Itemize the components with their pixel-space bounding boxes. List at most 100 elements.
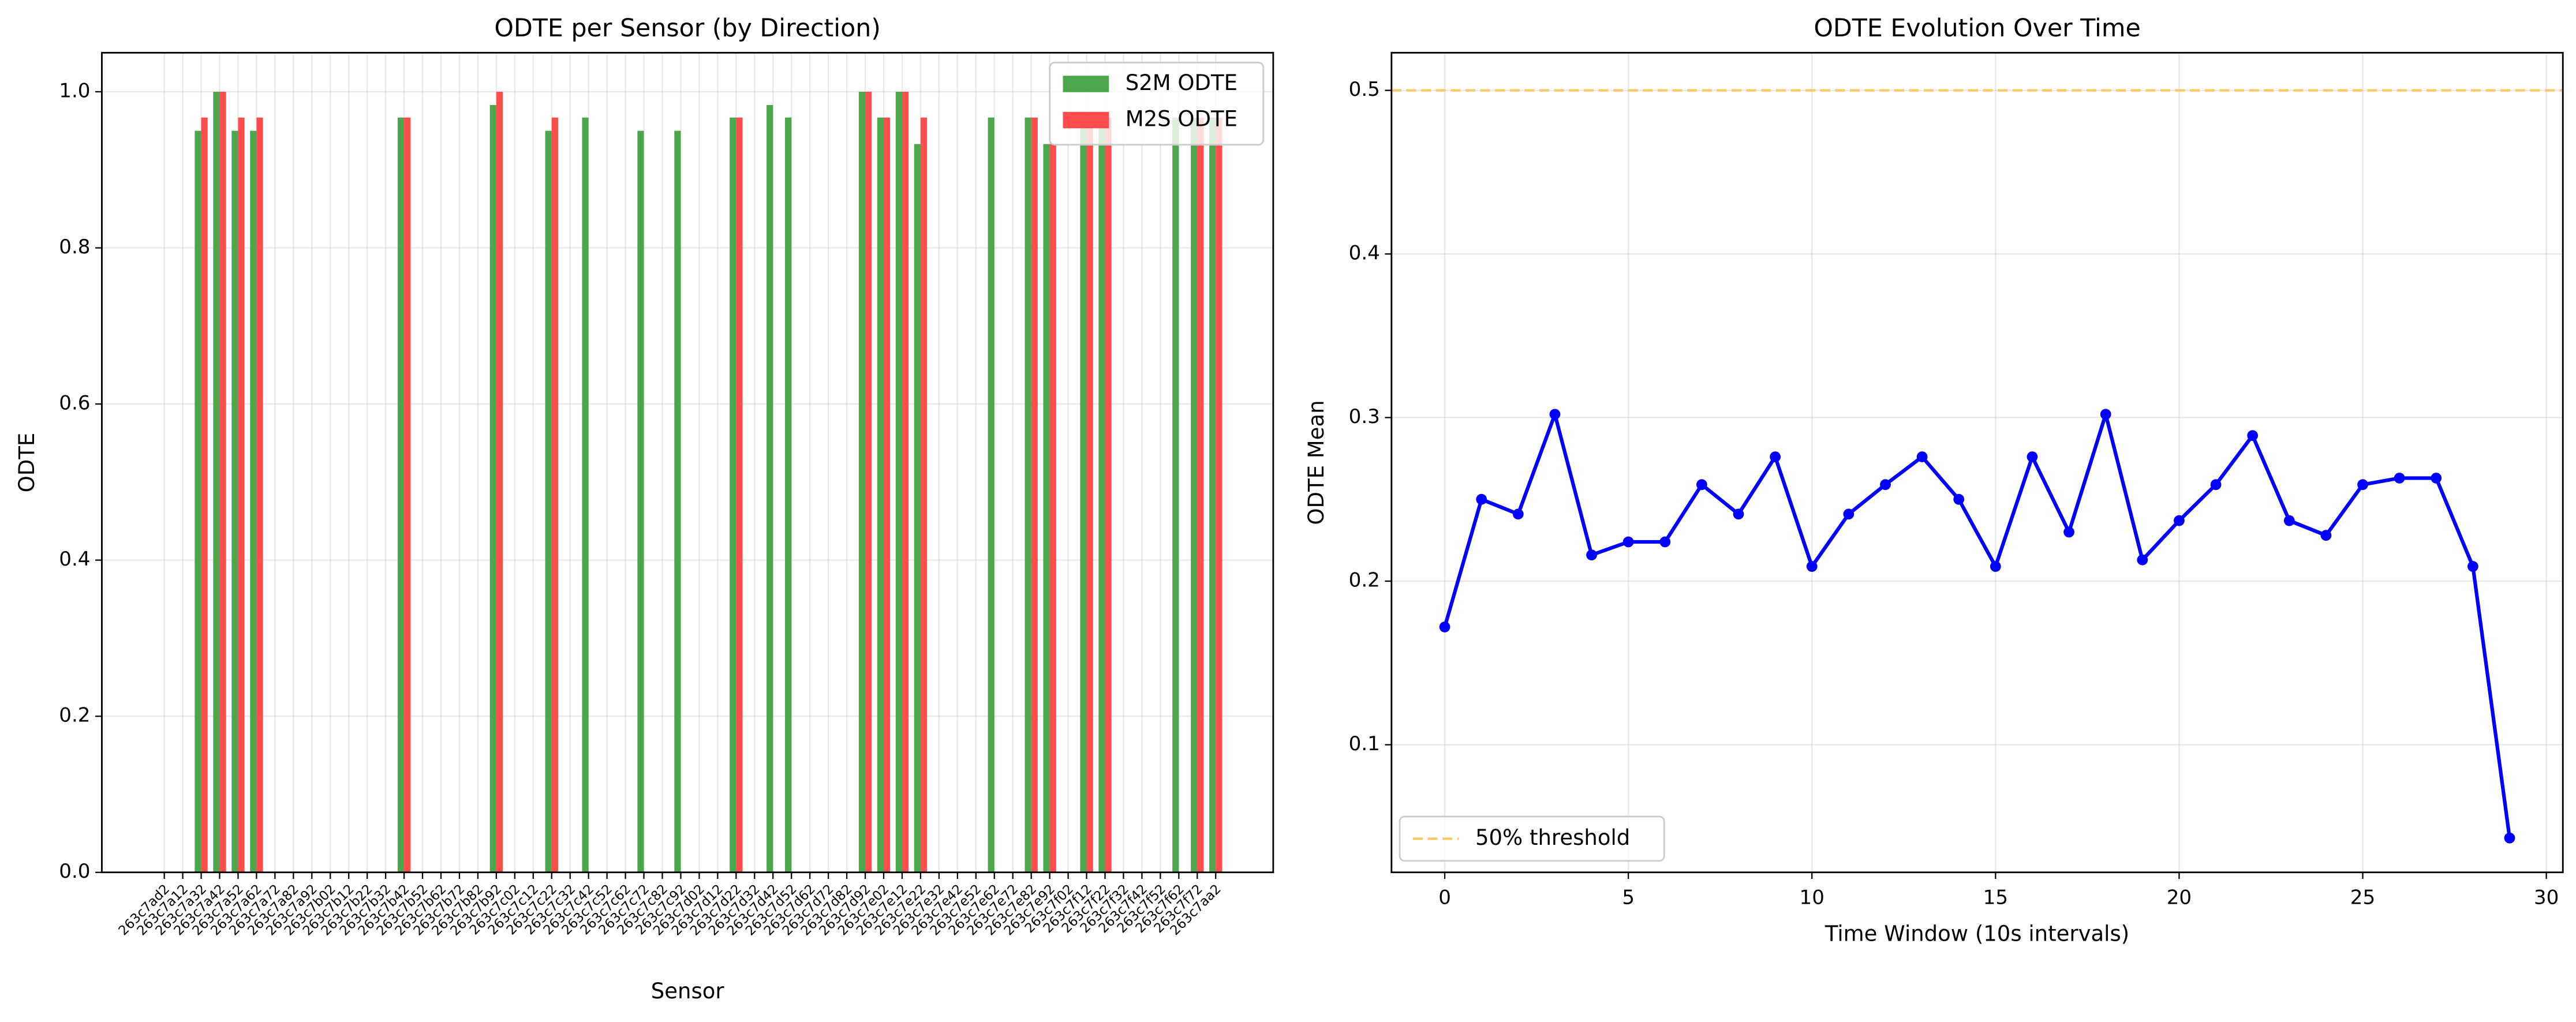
x-tick-label: 15	[1983, 886, 2008, 909]
data-point	[2394, 473, 2405, 484]
bar	[1080, 117, 1087, 873]
bar	[489, 105, 496, 873]
bar	[884, 117, 891, 873]
bar	[250, 130, 257, 873]
y-tick-label: 0.4	[1349, 242, 1380, 265]
bar	[858, 92, 866, 873]
data-point	[1843, 508, 1855, 520]
data-point	[2027, 451, 2038, 463]
legend-label: S2M ODTE	[1126, 70, 1237, 95]
legend-swatch	[1063, 76, 1109, 92]
bar	[397, 117, 405, 873]
bar	[404, 117, 411, 873]
data-point	[1622, 536, 1634, 548]
data-point	[1770, 451, 1781, 463]
bar	[545, 130, 552, 873]
legend-label: 50% threshold	[1475, 825, 1630, 850]
legend-label: M2S ODTE	[1126, 107, 1237, 132]
y-tick-label: 0.4	[59, 548, 90, 571]
y-tick-label: 1.0	[59, 80, 90, 103]
y-tick-label: 0.0	[59, 860, 90, 883]
x-tick-label: 20	[2167, 886, 2192, 909]
bar	[637, 130, 644, 873]
bar	[256, 117, 263, 873]
bar	[674, 130, 681, 873]
data-point	[1439, 622, 1450, 632]
chart-title: ODTE Evolution Over Time	[1814, 14, 2140, 43]
data-point	[2431, 473, 2442, 484]
data-point	[2504, 832, 2515, 844]
chart-title: ODTE per Sensor (by Direction)	[494, 14, 881, 43]
legend-box	[1399, 815, 1665, 862]
y-tick-label: 0.2	[1349, 569, 1380, 592]
bar	[736, 117, 743, 873]
bar	[1049, 144, 1056, 873]
bar	[767, 105, 773, 873]
data-point	[2210, 479, 2222, 491]
data-point	[1990, 561, 2001, 572]
x-axis-label: Sensor	[651, 979, 725, 1004]
axes-frame	[101, 51, 1274, 874]
bar	[914, 144, 921, 873]
bar	[877, 117, 884, 873]
data-point	[2283, 515, 2295, 526]
bar	[785, 117, 792, 873]
legend-swatch	[1063, 111, 1109, 129]
data-point	[1880, 479, 1891, 491]
y-axis-label: ODTE Mean	[1304, 400, 1329, 525]
data-point	[2137, 554, 2148, 566]
y-tick-label: 0.8	[59, 235, 90, 259]
bar	[1043, 144, 1050, 873]
bar	[582, 117, 589, 873]
data-point	[1659, 536, 1671, 548]
x-axis-label: Time Window (10s intervals)	[1824, 921, 2129, 946]
bar	[1031, 117, 1038, 873]
data-point	[1696, 479, 1707, 491]
bar	[988, 117, 994, 873]
x-tick-label: 25	[2350, 886, 2375, 909]
bar	[730, 117, 736, 873]
bar	[902, 92, 909, 873]
data-point	[1512, 508, 1524, 520]
bar	[551, 117, 558, 873]
data-point	[2174, 515, 2185, 526]
bar	[231, 130, 238, 873]
x-tick-label: 30	[2534, 886, 2559, 909]
bar	[213, 92, 220, 873]
bar	[201, 117, 208, 873]
bar	[1025, 117, 1031, 873]
y-axis-label: ODTE	[14, 433, 39, 493]
data-point	[1733, 508, 1744, 520]
y-tick-label: 0.3	[1349, 405, 1380, 428]
bar	[1197, 117, 1204, 873]
data-point	[1953, 493, 1965, 505]
data-point	[2063, 526, 2074, 538]
y-tick-label: 0.2	[59, 704, 90, 727]
axes-frame	[1390, 51, 2564, 874]
data-point	[1476, 493, 1487, 505]
data-point	[2320, 530, 2332, 541]
bar	[496, 92, 503, 873]
data-line	[1443, 412, 2512, 838]
bar	[219, 92, 226, 873]
bar	[1216, 117, 1222, 873]
data-point	[2357, 479, 2368, 491]
bar	[1098, 117, 1105, 873]
bar	[895, 92, 902, 873]
bar	[1172, 117, 1179, 873]
bar	[1086, 117, 1093, 873]
data-point	[1806, 561, 1818, 572]
data-point	[1916, 451, 1928, 463]
x-tick-label: 5	[1622, 886, 1635, 909]
data-point	[2247, 430, 2259, 441]
data-point	[1549, 409, 1561, 420]
y-tick-label: 0.6	[59, 392, 90, 415]
bar	[238, 117, 245, 873]
bar	[1209, 117, 1216, 873]
data-point	[2467, 561, 2478, 572]
data-point	[2100, 409, 2111, 420]
bar	[920, 117, 928, 873]
